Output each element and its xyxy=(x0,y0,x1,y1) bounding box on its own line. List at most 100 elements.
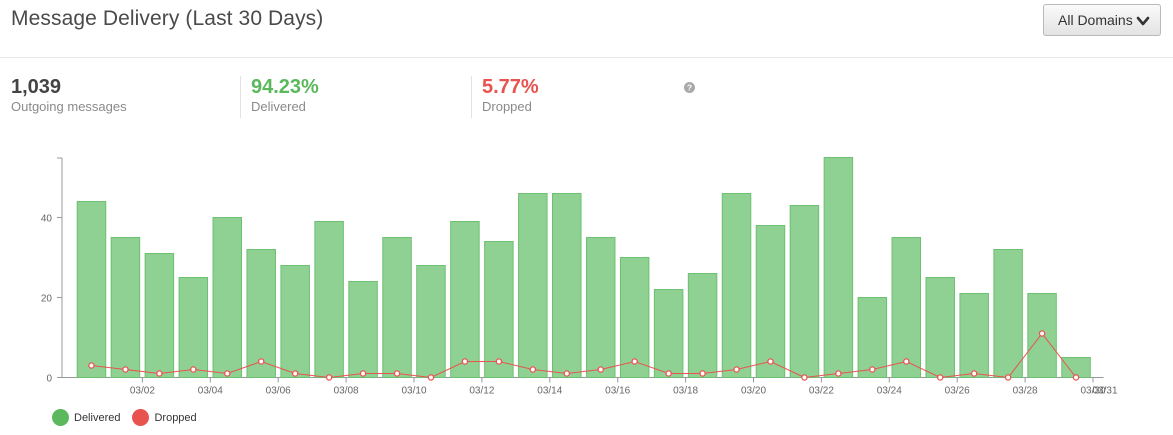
bar-delivered xyxy=(925,277,955,378)
chevron-down-icon xyxy=(1136,16,1150,26)
bar-delivered xyxy=(619,257,650,378)
dropped-point xyxy=(1072,374,1080,381)
page-title: Message Delivery (Last 30 Days) xyxy=(11,7,324,30)
x-tick-label: 03/06 xyxy=(266,386,291,397)
bar-delivered xyxy=(212,217,243,378)
bar-delivered xyxy=(178,277,209,378)
dropped-point xyxy=(257,358,265,365)
dropped-point xyxy=(325,374,333,381)
dropped-point xyxy=(733,366,740,373)
bar-delivered xyxy=(959,293,989,378)
x-tick-label: 03/02 xyxy=(130,386,155,397)
outgoing-count: 1,039 xyxy=(11,76,62,98)
dropped-percent: 5.77% xyxy=(482,76,539,98)
dropped-point xyxy=(801,374,808,381)
bar-delivered xyxy=(993,249,1023,378)
x-tick-label: 03/16 xyxy=(605,386,630,397)
dropped-point xyxy=(869,366,876,373)
y-tick-label: 20 xyxy=(41,294,53,305)
dropped-point xyxy=(495,358,503,365)
chart-legend: Delivered Dropped xyxy=(52,409,209,426)
dropped-point xyxy=(1004,374,1012,381)
legend-label-delivered: Delivered xyxy=(74,411,121,424)
header: Message Delivery (Last 30 Days) All Doma… xyxy=(0,0,1173,58)
dropped-point xyxy=(1038,330,1046,337)
dropped-point xyxy=(461,358,469,365)
legend-item-dropped[interactable]: Dropped xyxy=(132,409,197,426)
x-tick-label: 03/18 xyxy=(673,386,698,397)
y-tick-label: 40 xyxy=(41,214,53,225)
dropped-point xyxy=(88,362,95,369)
domain-select-label: All Domains xyxy=(1058,12,1133,28)
bar-delivered xyxy=(755,225,786,378)
bar-delivered xyxy=(585,237,616,378)
x-tick-label: 03/08 xyxy=(334,386,359,397)
dropped-point xyxy=(835,370,842,377)
bar-delivered xyxy=(552,193,582,378)
dropped-point xyxy=(427,374,435,381)
dropped-point xyxy=(631,358,638,365)
x-tick-label: 03/10 xyxy=(401,386,426,397)
dropped-point xyxy=(767,358,774,365)
dropped-point xyxy=(529,366,537,373)
delivered-percent: 94.23% xyxy=(251,76,319,98)
legend-item-delivered[interactable]: Delivered xyxy=(52,409,120,426)
dropped-point xyxy=(156,370,163,377)
dropped-line xyxy=(91,332,1077,379)
bar-delivered xyxy=(348,281,378,378)
dropped-point xyxy=(224,370,231,377)
x-tick-label: 03/26 xyxy=(945,386,970,397)
question-circle-icon[interactable]: ? xyxy=(684,82,695,93)
x-tick-label: 03/04 xyxy=(198,386,223,397)
x-tick-label: 03/14 xyxy=(537,386,562,397)
bar-delivered xyxy=(823,157,854,378)
stat-divider xyxy=(471,76,472,118)
dropped-point xyxy=(563,370,571,377)
bar-delivered xyxy=(687,273,718,378)
svg-text:?: ? xyxy=(687,83,692,93)
dropped-point xyxy=(597,366,604,373)
stat-dropped: 5.77% Dropped xyxy=(482,76,539,114)
bar-delivered xyxy=(314,221,344,378)
x-tick-label: 03/30 xyxy=(1080,386,1105,397)
bar-delivered xyxy=(891,237,922,378)
legend-swatch-delivered xyxy=(52,409,69,426)
dropped-point xyxy=(699,370,706,377)
bar-delivered xyxy=(857,297,888,378)
x-tick-label: 03/31 xyxy=(1092,386,1117,397)
bar-delivered xyxy=(653,289,684,378)
bar-delivered xyxy=(484,241,514,378)
bar-delivered xyxy=(450,221,480,378)
bar-delivered xyxy=(789,205,820,378)
dropped-point xyxy=(393,370,401,377)
bar-delivered xyxy=(144,253,175,378)
legend-label-dropped: Dropped xyxy=(154,411,197,424)
bar-delivered xyxy=(518,193,548,378)
bar-delivered xyxy=(110,237,141,378)
dropped-point xyxy=(936,374,944,381)
bar-delivered xyxy=(280,265,310,378)
x-tick-label: 03/12 xyxy=(469,386,494,397)
outgoing-label: Outgoing messages xyxy=(11,99,127,114)
bar-delivered xyxy=(721,193,752,378)
dropped-label: Dropped xyxy=(482,99,532,114)
stat-outgoing: 1,039 Outgoing messages xyxy=(11,76,127,114)
delivered-label: Delivered xyxy=(251,99,306,114)
bar-delivered xyxy=(416,265,446,378)
dropped-point xyxy=(359,370,367,377)
legend-swatch-dropped xyxy=(132,409,150,426)
bar-delivered xyxy=(76,201,107,378)
bar-delivered xyxy=(246,249,276,378)
dropped-point xyxy=(665,370,672,377)
delivery-chart: 0 20 40 03/02 03/04 03/06 03/08 03/10 03/12 03/14… xyxy=(41,157,1118,397)
x-tick-label: 03/28 xyxy=(1013,386,1038,397)
dropped-point xyxy=(903,358,910,365)
x-tick-label: 03/20 xyxy=(741,386,766,397)
dropped-point xyxy=(291,370,299,377)
y-tick-label: 0 xyxy=(46,374,52,385)
bar-delivered xyxy=(382,237,412,378)
x-tick-label: 03/24 xyxy=(877,386,902,397)
x-tick-label: 03/22 xyxy=(809,386,834,397)
domain-select-button[interactable]: All Domains xyxy=(1043,4,1161,36)
stat-divider xyxy=(240,76,241,118)
